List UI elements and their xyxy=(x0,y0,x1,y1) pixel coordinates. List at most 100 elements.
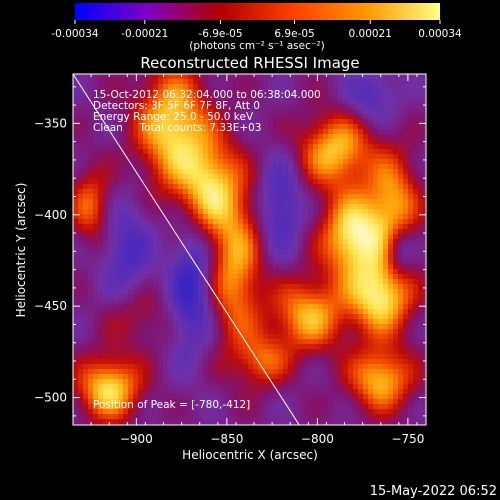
heatmap-cell xyxy=(158,334,164,340)
heatmap-cell xyxy=(378,144,384,150)
heatmap-cell xyxy=(78,254,84,260)
heatmap-cell xyxy=(368,374,374,380)
heatmap-cell xyxy=(273,364,279,370)
heatmap-cell xyxy=(193,124,199,130)
heatmap-cell xyxy=(313,189,319,195)
heatmap-cell xyxy=(418,384,424,390)
heatmap-cell xyxy=(223,334,229,340)
heatmap-cell xyxy=(333,234,339,240)
heatmap-cell xyxy=(183,209,189,215)
heatmap-cell xyxy=(423,169,426,175)
heatmap-cell xyxy=(243,179,249,185)
heatmap-cell xyxy=(403,319,409,325)
heatmap-cell xyxy=(253,204,259,210)
heatmap-cell xyxy=(313,194,319,200)
heatmap-cell xyxy=(293,109,299,115)
heatmap-cell xyxy=(248,354,254,360)
heatmap-cell xyxy=(303,334,309,340)
heatmap-cell xyxy=(213,184,219,190)
heatmap-cell xyxy=(83,289,89,295)
heatmap-cell xyxy=(338,154,344,160)
heatmap-cell xyxy=(128,244,134,250)
heatmap-cell xyxy=(343,369,349,375)
heatmap-cell xyxy=(358,199,364,205)
heatmap-cell xyxy=(268,164,274,170)
heatmap-cell xyxy=(78,219,84,225)
heatmap-cell xyxy=(423,314,426,320)
heatmap-cell xyxy=(173,259,179,265)
heatmap-cell xyxy=(393,289,399,295)
heatmap-cell xyxy=(223,239,229,245)
heatmap-cell xyxy=(373,349,379,355)
heatmap-cell xyxy=(178,109,184,115)
heatmap-cell xyxy=(108,144,114,150)
heatmap-cell xyxy=(348,399,354,405)
heatmap-cell xyxy=(188,164,194,170)
heatmap-cell xyxy=(303,234,309,240)
heatmap-cell xyxy=(228,199,234,205)
heatmap-cell xyxy=(313,109,319,115)
heatmap-cell xyxy=(243,309,249,315)
heatmap-cell xyxy=(343,174,349,180)
heatmap-cell xyxy=(423,304,426,310)
heatmap-cell xyxy=(343,179,349,185)
heatmap-cell xyxy=(268,319,274,325)
heatmap-cell xyxy=(83,284,89,290)
heatmap-cell xyxy=(98,264,104,270)
heatmap-image xyxy=(73,74,426,425)
heatmap-cell xyxy=(108,329,114,335)
heatmap-cell xyxy=(118,384,124,390)
heatmap-cell xyxy=(343,409,349,415)
heatmap-cell xyxy=(208,364,214,370)
heatmap-cell xyxy=(293,349,299,355)
heatmap-cell xyxy=(343,159,349,165)
heatmap-cell xyxy=(73,309,79,315)
heatmap-cell xyxy=(238,304,244,310)
heatmap-cell xyxy=(168,134,174,140)
heatmap-cell xyxy=(193,74,199,80)
heatmap-cell xyxy=(268,284,274,290)
heatmap-cell xyxy=(118,419,124,425)
heatmap-cell xyxy=(163,124,169,130)
heatmap-cell xyxy=(303,174,309,180)
heatmap-cell xyxy=(153,379,159,385)
heatmap-cell xyxy=(108,194,114,200)
heatmap-cell xyxy=(268,194,274,200)
heatmap-cell xyxy=(143,194,149,200)
heatmap-cell xyxy=(258,309,264,315)
heatmap-cell xyxy=(108,124,114,130)
heatmap-cell xyxy=(248,374,254,380)
heatmap-cell xyxy=(103,129,109,135)
heatmap-cell xyxy=(228,184,234,190)
heatmap-cell xyxy=(223,279,229,285)
heatmap-cell xyxy=(163,174,169,180)
heatmap-cell xyxy=(243,119,249,125)
heatmap-cell xyxy=(358,194,364,200)
heatmap-cell xyxy=(398,104,404,110)
heatmap-cell xyxy=(363,169,369,175)
heatmap-cell xyxy=(253,114,259,120)
heatmap-cell xyxy=(323,399,329,405)
heatmap-cell xyxy=(148,169,154,175)
heatmap-cell xyxy=(303,339,309,345)
heatmap-cell xyxy=(278,359,284,365)
heatmap-cell xyxy=(353,319,359,325)
heatmap-cell xyxy=(278,384,284,390)
heatmap-cell xyxy=(173,284,179,290)
heatmap-cell xyxy=(103,194,109,200)
heatmap-cell xyxy=(348,209,354,215)
heatmap-cell xyxy=(323,134,329,140)
heatmap-cell xyxy=(73,289,79,295)
heatmap-cell xyxy=(143,409,149,415)
heatmap-cell xyxy=(223,119,229,125)
heatmap-cell xyxy=(78,374,84,380)
heatmap-cell xyxy=(328,234,334,240)
heatmap-cell xyxy=(248,79,254,85)
heatmap-cell xyxy=(348,154,354,160)
heatmap-cell xyxy=(288,204,294,210)
heatmap-cell xyxy=(328,349,334,355)
heatmap-cell xyxy=(143,264,149,270)
heatmap-cell xyxy=(418,194,424,200)
heatmap-cell xyxy=(78,129,84,135)
heatmap-cell xyxy=(413,249,419,255)
